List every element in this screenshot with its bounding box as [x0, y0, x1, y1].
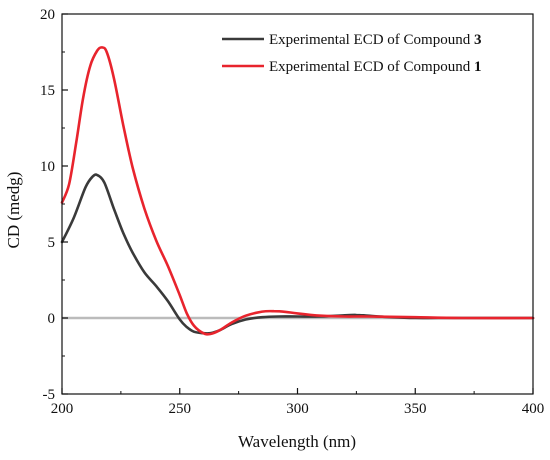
legend-label-compound-3: Experimental ECD of Compound 3 — [269, 32, 481, 48]
x-tick-label: 300 — [286, 401, 309, 417]
x-tick-label: 200 — [51, 401, 74, 417]
ticks-layer: 200 250 300 350 400 -5 0 5 10 15 20 — [40, 7, 544, 417]
series-line-compound-1 — [60, 46, 535, 336]
y-axis-title: CD (medg) — [4, 172, 23, 249]
legend: Experimental ECD of Compound 3 Experiment… — [222, 32, 481, 75]
y-tick-label: 5 — [48, 235, 56, 251]
x-tick-label: 400 — [522, 401, 545, 417]
y-tick-label: 10 — [40, 159, 55, 175]
y-tick-label: -5 — [43, 387, 56, 403]
legend-label-compound-1: Experimental ECD of Compound 1 — [269, 59, 481, 75]
series-line-compound-3 — [60, 173, 535, 335]
x-tick-label: 250 — [169, 401, 192, 417]
x-axis-title: Wavelength (nm) — [238, 432, 356, 451]
y-tick-label: 15 — [40, 83, 55, 99]
y-tick-label: 20 — [40, 7, 55, 23]
x-tick-label: 350 — [404, 401, 427, 417]
y-tick-label: 0 — [48, 311, 56, 327]
series-layer — [60, 46, 535, 336]
